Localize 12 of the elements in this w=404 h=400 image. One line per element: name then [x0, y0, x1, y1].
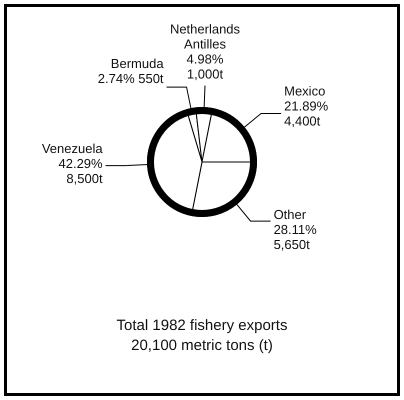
text: Total 1982 fishery exports: [116, 317, 288, 334]
data-label: 2.74% 550t: [98, 71, 164, 86]
data-label: 4.98% 1,000t: [186, 52, 224, 82]
text: 20,100 metric tons (t): [130, 337, 274, 354]
slice-label: Mexico: [284, 83, 326, 98]
slice-label: Venezuela: [42, 141, 104, 156]
data-label: 28.11% 5,650t: [274, 222, 318, 252]
slice-label: Netherlands Antilles: [170, 22, 241, 52]
slice-label: Other: [274, 207, 307, 222]
data-label: 42.29% 8,500t: [58, 156, 104, 186]
slice-label: Bermuda: [110, 56, 164, 72]
data-label: 21.89% 4,400t: [284, 98, 329, 128]
